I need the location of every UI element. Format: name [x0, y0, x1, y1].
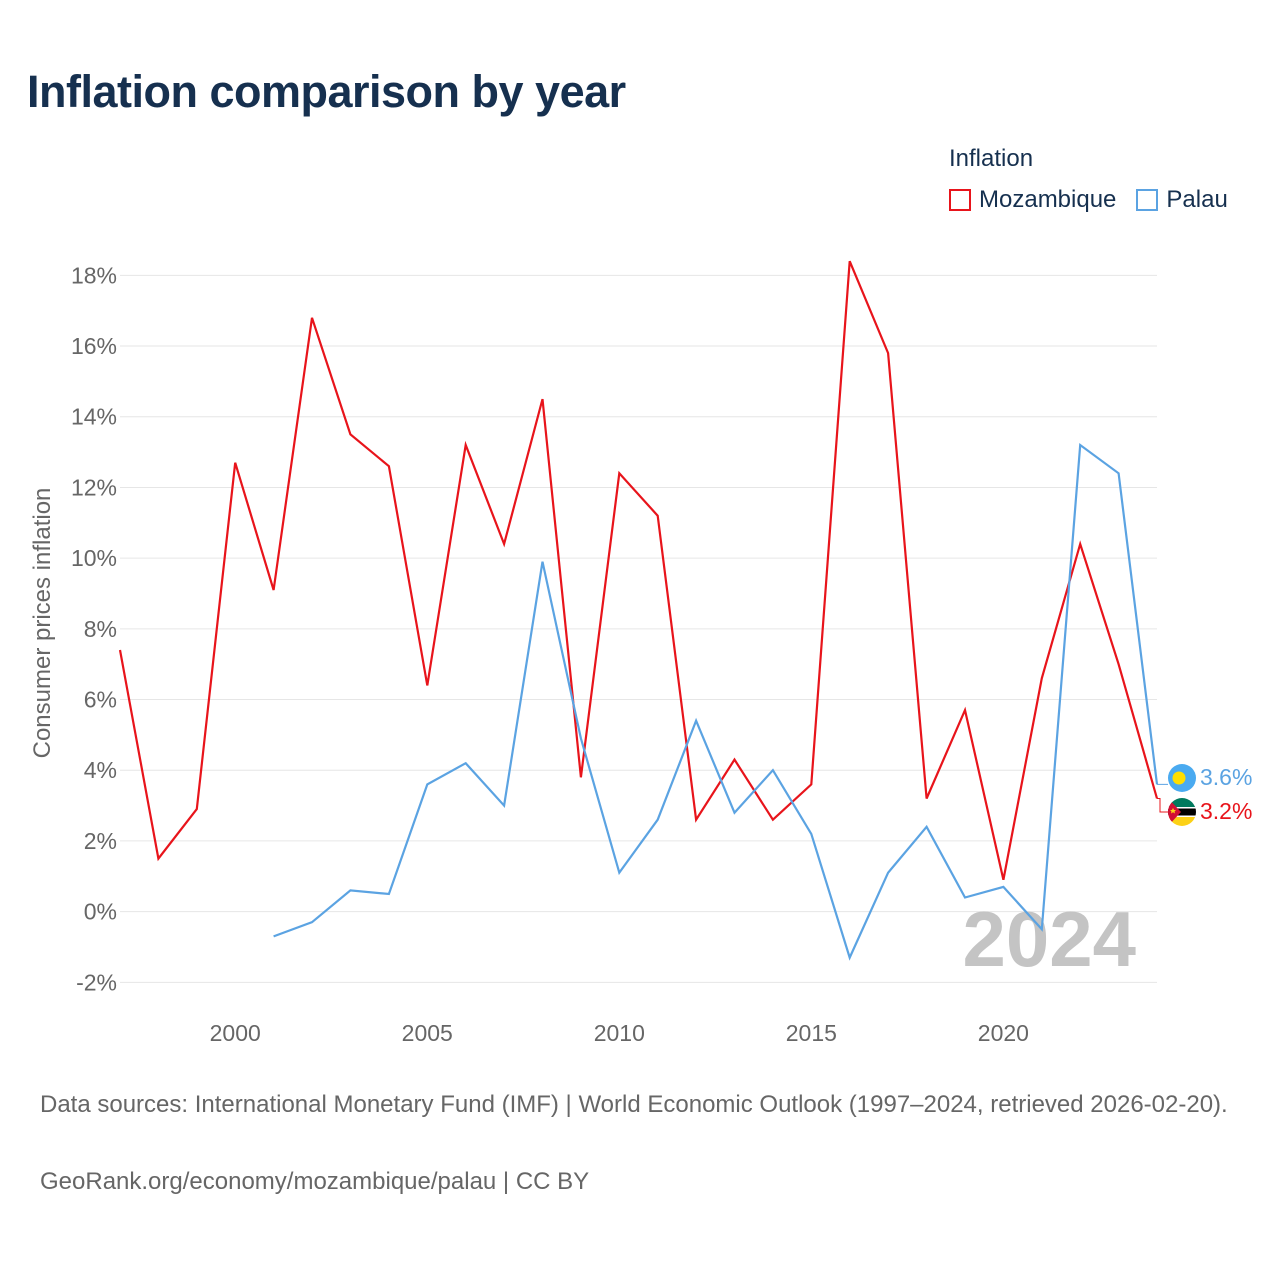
data-point-palau[interactable] [422, 779, 432, 789]
data-point-palau[interactable] [845, 953, 855, 963]
data-point-palau[interactable] [614, 868, 624, 878]
series-line-mozambique[interactable] [118, 260, 1159, 881]
data-point-mozambique[interactable] [461, 440, 471, 450]
data-point-palau[interactable] [307, 917, 317, 927]
y-axis-tick-labels: -2% 0% 2% 4% 6% 8% 10% 12% 14% 16% 18% [71, 262, 117, 995]
data-point-palau[interactable] [345, 885, 355, 895]
y-tick-label: 18% [71, 262, 117, 288]
chart-title: Inflation comparison by year [27, 66, 626, 117]
data-point-mozambique[interactable] [1075, 539, 1085, 549]
y-tick-label: 0% [84, 899, 117, 925]
x-tick-label: 2015 [786, 1020, 837, 1046]
legend-swatch-palau [1136, 189, 1159, 211]
footer-credit[interactable]: GeoRank.org/economy/mozambique/palau | C… [40, 1168, 590, 1195]
y-tick-label: -2% [76, 969, 117, 995]
x-tick-label: 2000 [210, 1020, 261, 1046]
x-tick-label: 2020 [978, 1020, 1029, 1046]
data-point-mozambique[interactable] [883, 348, 893, 358]
x-tick-label: 2005 [402, 1020, 453, 1046]
data-point-palau[interactable] [1114, 468, 1124, 478]
data-point-mozambique[interactable] [691, 815, 701, 825]
data-point-palau[interactable] [922, 822, 932, 832]
legend-label-palau: Palau [1166, 186, 1228, 213]
data-point-mozambique[interactable] [269, 585, 279, 595]
data-point-mozambique[interactable] [922, 794, 932, 804]
data-point-palau[interactable] [537, 557, 547, 567]
series-lines [115, 256, 1159, 963]
data-point-mozambique[interactable] [806, 779, 816, 789]
footer-sources: Data sources: International Monetary Fun… [40, 1091, 1228, 1118]
series-line-palau[interactable] [273, 442, 1159, 961]
data-point-mozambique[interactable] [345, 429, 355, 439]
data-point-palau[interactable] [691, 716, 701, 726]
data-point-mozambique[interactable] [153, 854, 163, 864]
data-point-palau[interactable] [768, 765, 778, 775]
y-tick-label: 2% [84, 828, 117, 854]
data-point-palau[interactable] [1075, 440, 1085, 450]
end-labels: 3.6% 3.2% [1157, 764, 1252, 826]
palau-end-value: 3.6% [1200, 764, 1252, 790]
legend-title: Inflation [949, 145, 1034, 172]
legend-item-palau[interactable]: Palau [1136, 186, 1228, 214]
data-point-palau[interactable] [806, 829, 816, 839]
y-tick-label: 14% [71, 404, 117, 430]
x-tick-label: 2010 [594, 1020, 645, 1046]
mozambique-end-value: 3.2% [1200, 798, 1252, 824]
data-point-mozambique[interactable] [576, 772, 586, 782]
data-point-palau[interactable] [269, 931, 279, 941]
y-tick-label: 16% [71, 333, 117, 359]
y-tick-label: 6% [84, 687, 117, 713]
data-point-palau[interactable] [998, 882, 1008, 892]
data-point-mozambique[interactable] [422, 680, 432, 690]
data-point-palau[interactable] [499, 801, 509, 811]
y-tick-label: 4% [84, 757, 117, 783]
data-point-mozambique[interactable] [537, 394, 547, 404]
data-point-palau[interactable] [960, 892, 970, 902]
palau-flag-icon [1168, 764, 1196, 792]
data-point-mozambique[interactable] [115, 645, 125, 655]
data-point-mozambique[interactable] [384, 461, 394, 471]
data-point-mozambique[interactable] [1037, 673, 1047, 683]
data-point-mozambique[interactable] [230, 458, 240, 468]
data-point-mozambique[interactable] [192, 804, 202, 814]
line-chart: -2% 0% 2% 4% 6% 8% 10% 12% 14% 16% 18% 2000 2005 201… [29, 256, 1252, 1046]
data-point-palau[interactable] [576, 733, 586, 743]
data-point-palau[interactable] [461, 758, 471, 768]
mozambique-flag-icon [1168, 798, 1196, 826]
y-axis-label: Consumer prices inflation [29, 488, 56, 759]
data-point-palau[interactable] [730, 808, 740, 818]
y-tick-label: 8% [84, 616, 117, 642]
year-watermark: 2024 [962, 895, 1136, 983]
data-point-mozambique[interactable] [307, 313, 317, 323]
data-point-palau[interactable] [883, 868, 893, 878]
legend-item-mozambique[interactable]: Mozambique [949, 186, 1116, 214]
legend-label-mozambique: Mozambique [979, 186, 1117, 213]
grid-lines [120, 274, 1157, 983]
x-axis-tick-labels: 2000 2005 2010 2015 2020 [210, 1020, 1029, 1046]
legend-swatch-mozambique [949, 189, 971, 211]
data-point-mozambique[interactable] [1114, 659, 1124, 669]
data-point-palau[interactable] [384, 889, 394, 899]
data-point-mozambique[interactable] [960, 705, 970, 715]
data-point-palau[interactable] [653, 815, 663, 825]
data-point-mozambique[interactable] [614, 468, 624, 478]
y-tick-label: 10% [71, 545, 117, 571]
data-point-mozambique[interactable] [845, 256, 855, 266]
data-point-mozambique[interactable] [499, 539, 509, 549]
legend: Mozambique Palau [949, 186, 1228, 214]
mozambique-end-connector [1157, 798, 1168, 813]
data-point-mozambique[interactable] [768, 815, 778, 825]
data-point-mozambique[interactable] [653, 511, 663, 521]
data-point-mozambique[interactable] [730, 755, 740, 765]
data-point-palau[interactable] [1037, 924, 1047, 934]
y-tick-label: 12% [71, 474, 117, 500]
